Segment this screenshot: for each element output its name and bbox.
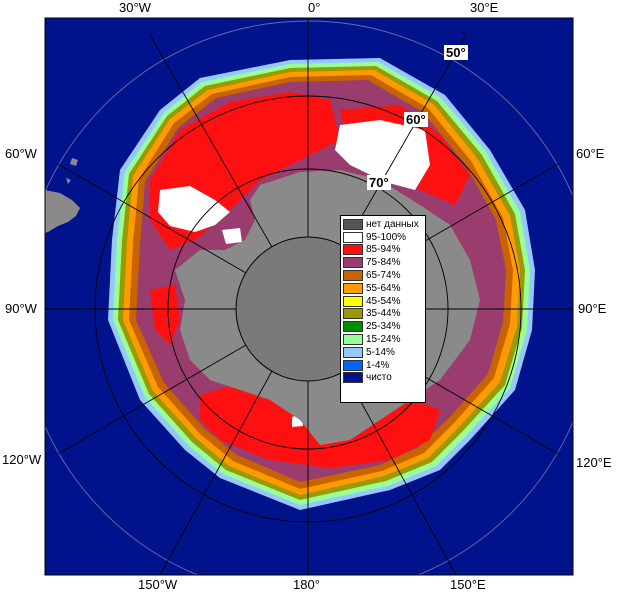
legend-item: 5-14% — [343, 346, 423, 359]
legend-swatch — [343, 218, 363, 230]
lon-label-90e: 90°E — [578, 301, 607, 316]
ice-region-95-100-weddell — [158, 186, 230, 232]
legend-item: 95-100% — [343, 231, 423, 244]
ice-concentration-legend: нет данных 95-100% 85-94% 75-84% 65-74% 55-64… — [340, 215, 426, 403]
legend-swatch — [343, 308, 363, 320]
legend-label: 45-54% — [366, 295, 401, 307]
legend-swatch — [343, 282, 363, 294]
lon-label-180-bottom: 180° — [293, 577, 320, 592]
lat-label-70: 70° — [367, 175, 391, 190]
legend-swatch — [343, 359, 363, 371]
legend-item: нет данных — [343, 218, 423, 231]
legend-label: чисто — [366, 372, 392, 384]
legend-swatch — [343, 334, 363, 346]
ice-region-95-100-east — [335, 120, 430, 190]
lon-label-150w-bottom: 150°W — [138, 577, 178, 592]
legend-item: 25-34% — [343, 320, 423, 333]
lon-label-60w: 60°W — [5, 146, 37, 161]
lat-label-60: 60° — [404, 112, 428, 127]
legend-label: 1-4% — [366, 359, 390, 371]
lon-label-150e-bottom: 150°E — [450, 577, 486, 592]
legend-swatch — [343, 321, 363, 333]
legend-item: 65-74% — [343, 269, 423, 282]
legend-swatch — [343, 257, 363, 269]
legend-item: 85-94% — [343, 244, 423, 257]
south-america-land — [45, 190, 80, 233]
legend-swatch — [343, 244, 363, 256]
lon-label-0-top: 0° — [308, 0, 321, 15]
legend-item: 75-84% — [343, 256, 423, 269]
lon-label-120e: 120°E — [576, 455, 612, 470]
legend-label: нет данных — [366, 218, 419, 230]
lon-label-90w: 90°W — [5, 301, 37, 316]
legend-swatch — [343, 346, 363, 358]
legend-label: 65-74% — [366, 270, 401, 282]
legend-item: 35-44% — [343, 308, 423, 321]
legend-item: 45-54% — [343, 295, 423, 308]
legend-label: 25-34% — [366, 321, 401, 333]
legend-label: 85-94% — [366, 244, 401, 256]
legend-item: чисто — [343, 372, 423, 385]
lon-label-30e-top: 30°E — [470, 0, 499, 15]
legend-swatch — [343, 231, 363, 243]
islands-land — [66, 158, 78, 184]
ice-region-85-94-southwest — [150, 285, 180, 345]
legend-label: 5-14% — [366, 346, 395, 358]
legend-swatch — [343, 372, 363, 384]
legend-item: 55-64% — [343, 282, 423, 295]
lon-label-60e: 60°E — [576, 146, 605, 161]
legend-label: 15-24% — [366, 334, 401, 346]
lat-label-50: 50° — [444, 45, 468, 60]
legend-item: 1-4% — [343, 359, 423, 372]
legend-item: 15-24% — [343, 333, 423, 346]
legend-label: 75-84% — [366, 257, 401, 269]
map-frame — [44, 17, 574, 576]
legend-swatch — [343, 295, 363, 307]
legend-swatch — [343, 270, 363, 282]
lon-label-30w-top: 30°W — [119, 0, 151, 15]
lon-label-120w: 120°W — [2, 452, 42, 467]
legend-label: 55-64% — [366, 282, 401, 294]
legend-label: 95-100% — [366, 231, 407, 243]
legend-label: 35-44% — [366, 308, 401, 320]
